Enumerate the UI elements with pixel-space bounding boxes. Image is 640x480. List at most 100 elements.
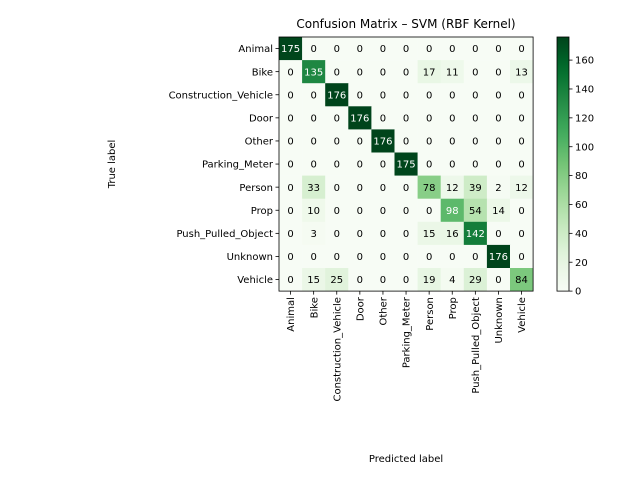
y-tick-label: Push_Pulled_Object	[176, 229, 273, 240]
heatmap-cell	[302, 37, 326, 61]
cell-value: 0	[380, 113, 386, 124]
cell-value: 0	[426, 44, 432, 55]
cell-value: 15	[307, 275, 320, 286]
cell-value: 0	[472, 137, 478, 148]
x-axis-ticks: Animal Bike Construction_Vehicle Door Other P…	[286, 291, 528, 402]
cell-value: 0	[380, 183, 386, 194]
heatmap-cell	[486, 129, 511, 153]
cell-value: 0	[310, 44, 316, 55]
y-axis-label: True label	[107, 140, 118, 190]
cell-value: 0	[287, 206, 293, 217]
cell-value: 0	[380, 160, 386, 171]
heatmap-cell	[440, 152, 465, 176]
heatmap-cell	[371, 175, 395, 199]
cell-value: 0	[357, 137, 363, 148]
cell-value: 175	[397, 160, 416, 171]
heatmap-cell-values: 175 0 0 0 0 0 0 0 0 0 0 0 135 0 0 0 0 17 11 0 0 13 0 0 176 0 0 0 0 0 0…	[281, 44, 528, 286]
heatmap-cell	[510, 152, 534, 176]
y-tick-label: Door	[249, 113, 274, 124]
cell-value: 0	[518, 44, 524, 55]
cell-value: 0	[426, 90, 432, 101]
cell-value: 0	[403, 206, 409, 217]
y-tick-label: Other	[245, 137, 274, 148]
heatmap-cell	[510, 268, 534, 292]
cell-value: 0	[357, 229, 363, 240]
cell-value: 176	[350, 113, 369, 124]
heatmap-cell	[325, 106, 349, 130]
heatmap-cell	[510, 198, 534, 223]
heatmap-cell	[417, 60, 441, 84]
heatmap-cell	[325, 83, 349, 107]
heatmap-cell	[440, 106, 465, 130]
heatmap-cell	[463, 268, 488, 292]
x-tick-label: Person	[425, 297, 436, 331]
heatmap-cell	[394, 175, 418, 199]
heatmap-cell	[371, 268, 395, 292]
heatmap-cell	[440, 244, 465, 269]
heatmap-cell	[440, 198, 465, 223]
cell-value: 0	[495, 90, 501, 101]
x-tick-label: Door	[355, 296, 366, 321]
cell-value: 14	[492, 206, 505, 217]
heatmap-cell	[279, 152, 303, 176]
heatmap-cell	[463, 60, 488, 84]
heatmap-cell	[302, 106, 326, 130]
heatmap-cell	[417, 198, 441, 223]
cell-value: 0	[334, 67, 340, 78]
cell-value: 17	[423, 67, 436, 78]
cell-value: 11	[446, 67, 459, 78]
cell-value: 0	[334, 206, 340, 217]
colorbar-tick-label: 160	[575, 56, 594, 67]
heatmap-cell	[325, 129, 349, 153]
heatmap-cell	[440, 129, 465, 153]
x-tick-label: Other	[379, 296, 390, 325]
heatmap-cell	[394, 37, 418, 61]
cell-value: 4	[449, 275, 455, 286]
cell-value: 0	[518, 252, 524, 263]
cell-value: 0	[357, 206, 363, 217]
heatmap-cell	[325, 37, 349, 61]
heatmap-cell	[440, 37, 465, 61]
heatmap-cell	[394, 268, 418, 292]
chart-title: Confusion Matrix – SVM (RBF Kernel)	[296, 17, 515, 31]
heatmap-cell	[302, 60, 326, 84]
heatmap-cell	[486, 83, 511, 107]
heatmap-cell	[417, 37, 441, 61]
cell-value: 12	[446, 183, 459, 194]
cell-value: 0	[287, 183, 293, 194]
y-axis-ticks: Animal Bike Construction_Vehicle Door Other P…	[169, 44, 279, 286]
heatmap-cell	[510, 106, 534, 130]
cell-value: 0	[357, 183, 363, 194]
heatmap-cell	[279, 106, 303, 130]
cell-value: 0	[287, 160, 293, 171]
colorbar-ticks: 0 20 40 60 80 100 120 140 160	[569, 56, 594, 298]
heatmap-cell	[394, 129, 418, 153]
heatmap-cell	[417, 106, 441, 130]
cell-value: 0	[357, 275, 363, 286]
cell-value: 0	[403, 67, 409, 78]
x-tick-label: Vehicle	[517, 297, 528, 333]
heatmap-cell	[440, 175, 465, 199]
cell-value: 0	[334, 183, 340, 194]
cell-value: 0	[449, 44, 455, 55]
heatmap-cell	[279, 175, 303, 199]
cell-value: 0	[380, 67, 386, 78]
heatmap-cell	[463, 175, 488, 199]
heatmap-cell	[302, 268, 326, 292]
heatmap-cell	[279, 129, 303, 153]
heatmap-cell	[463, 152, 488, 176]
heatmap-cell	[394, 221, 418, 246]
heatmap-cell	[325, 60, 349, 84]
heatmap-cell	[486, 106, 511, 130]
heatmap-cell	[486, 221, 511, 246]
heatmap-cell	[463, 244, 488, 269]
x-tick-label: Unknown	[494, 297, 505, 343]
heatmap-cell	[371, 198, 395, 223]
colorbar-tick-label: 20	[575, 258, 588, 269]
cell-value: 0	[380, 90, 386, 101]
cell-value: 0	[495, 229, 501, 240]
heatmap-cell	[510, 244, 534, 269]
heatmap-cell	[463, 221, 488, 246]
cell-value: 0	[287, 275, 293, 286]
